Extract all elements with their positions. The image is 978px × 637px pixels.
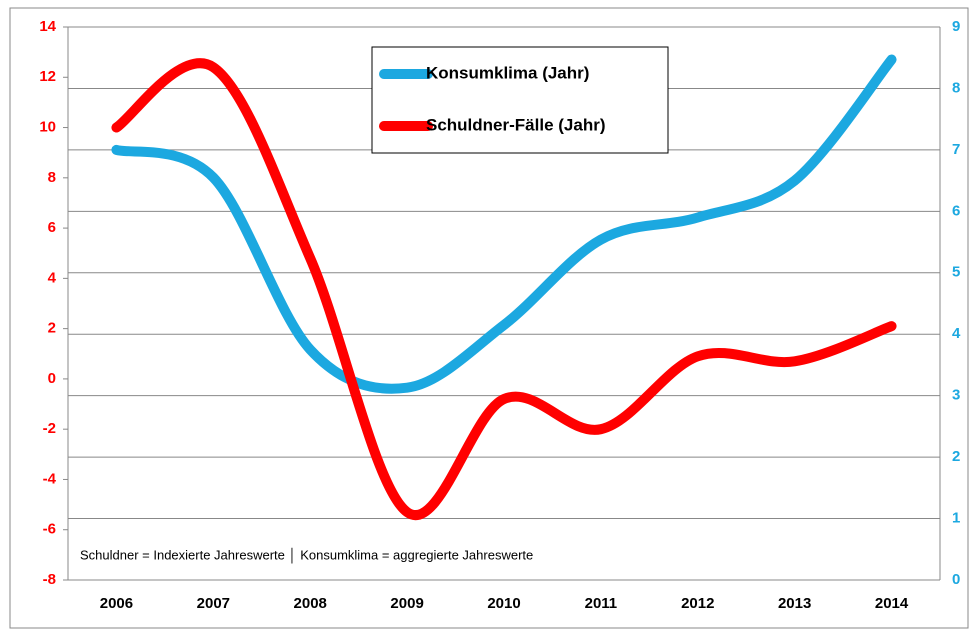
- y2-tick-label: 3: [952, 387, 960, 404]
- lines: [111, 54, 897, 520]
- x-tick-label: 2013: [778, 595, 811, 612]
- x-tick-label: 2008: [294, 595, 327, 612]
- y-tick-label: -8: [43, 571, 56, 588]
- y2-tick-label: 4: [952, 325, 961, 342]
- y-tick-label: -4: [43, 470, 57, 487]
- y-tick-label: 10: [39, 119, 56, 136]
- legend-label: Schuldner-Fälle (Jahr): [426, 115, 605, 134]
- x-tick-label: 2011: [585, 595, 618, 612]
- x-tick-label: 2010: [487, 595, 520, 612]
- y2-tick-label: 5: [952, 264, 960, 281]
- y-tick-label: 8: [48, 169, 56, 186]
- y-tick-label: -2: [43, 420, 56, 437]
- legend: [371, 46, 669, 154]
- y-tick-label: 14: [39, 18, 56, 35]
- series-line: [111, 54, 897, 394]
- y-tick-label: 6: [48, 219, 56, 236]
- y2-tick-label: 0: [952, 571, 960, 588]
- y-tick-label: 12: [39, 68, 56, 85]
- y-tick-label: 0: [48, 370, 56, 387]
- y-tick-label: 2: [48, 320, 56, 337]
- y2-tick-label: 6: [952, 202, 960, 219]
- y-tick-label: 4: [48, 269, 57, 286]
- x-tick-label: 2009: [390, 595, 423, 612]
- y2-tick-label: 1: [952, 510, 960, 527]
- x-tick-label: 2006: [100, 595, 133, 612]
- series-line: [111, 58, 897, 520]
- y2-tick-label: 7: [952, 141, 960, 158]
- x-tick-label: 2012: [681, 595, 714, 612]
- y2-tick-label: 2: [952, 448, 960, 465]
- x-tick-label: 2007: [197, 595, 230, 612]
- x-tick-label: 2014: [875, 595, 909, 612]
- y2-tick-label: 8: [952, 79, 960, 96]
- y-tick-label: -6: [43, 521, 56, 538]
- annotation: Schuldner = Indexierte Jahreswerte │ Kon…: [80, 547, 533, 563]
- y2-tick-label: 9: [952, 18, 960, 35]
- legend-label: Konsumklima (Jahr): [426, 63, 589, 82]
